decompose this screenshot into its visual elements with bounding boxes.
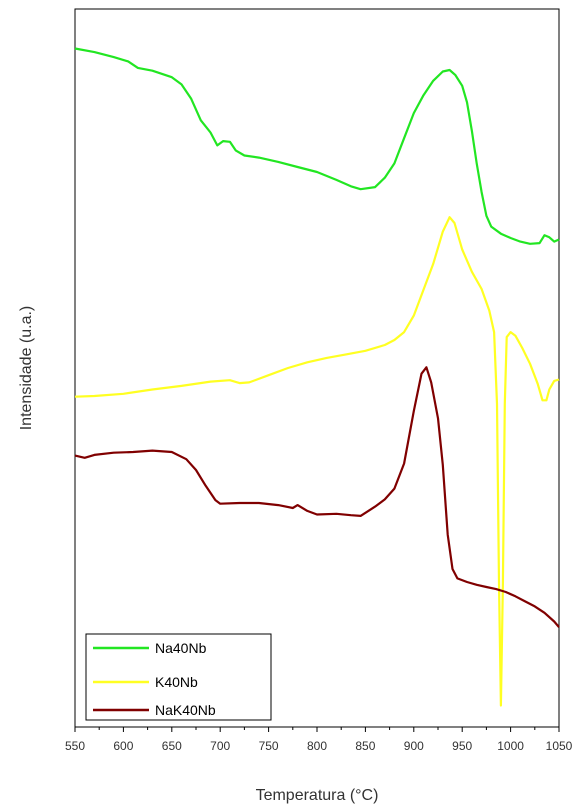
series-line-na40nb [74, 47, 560, 245]
series-lines [74, 47, 560, 707]
x-axis-title: Temperatura (°C) [256, 787, 379, 804]
series-line-nak40nb [74, 366, 560, 628]
x-tick-label: 950 [452, 739, 472, 753]
x-tick-label: 800 [307, 739, 327, 753]
x-tick-label: 700 [210, 739, 230, 753]
plot-frame [74, 8, 560, 728]
legend: Na40Nb K40Nb NaK40Nb [85, 633, 272, 721]
legend-label-k40nb: K40Nb [155, 674, 198, 690]
x-tick-label: 1050 [546, 739, 573, 753]
x-tick-label: 1000 [497, 739, 524, 753]
legend-label-na40nb: Na40Nb [155, 640, 207, 656]
x-axis-ticks [74, 727, 560, 732]
x-tick-label: 850 [355, 739, 375, 753]
x-tick-label: 750 [259, 739, 279, 753]
x-tick-label: 550 [65, 739, 85, 753]
series-line-k40nb [74, 216, 560, 707]
x-tick-label: 900 [404, 739, 424, 753]
legend-label-nak40nb: NaK40Nb [155, 702, 216, 718]
x-axis-tick-labels: 550 600 650 700 750 800 850 900 950 1000 1050 [65, 739, 573, 753]
y-axis-title: Intensidade (u.a.) [18, 306, 35, 431]
x-tick-label: 600 [113, 739, 133, 753]
x-tick-label: 650 [162, 739, 182, 753]
